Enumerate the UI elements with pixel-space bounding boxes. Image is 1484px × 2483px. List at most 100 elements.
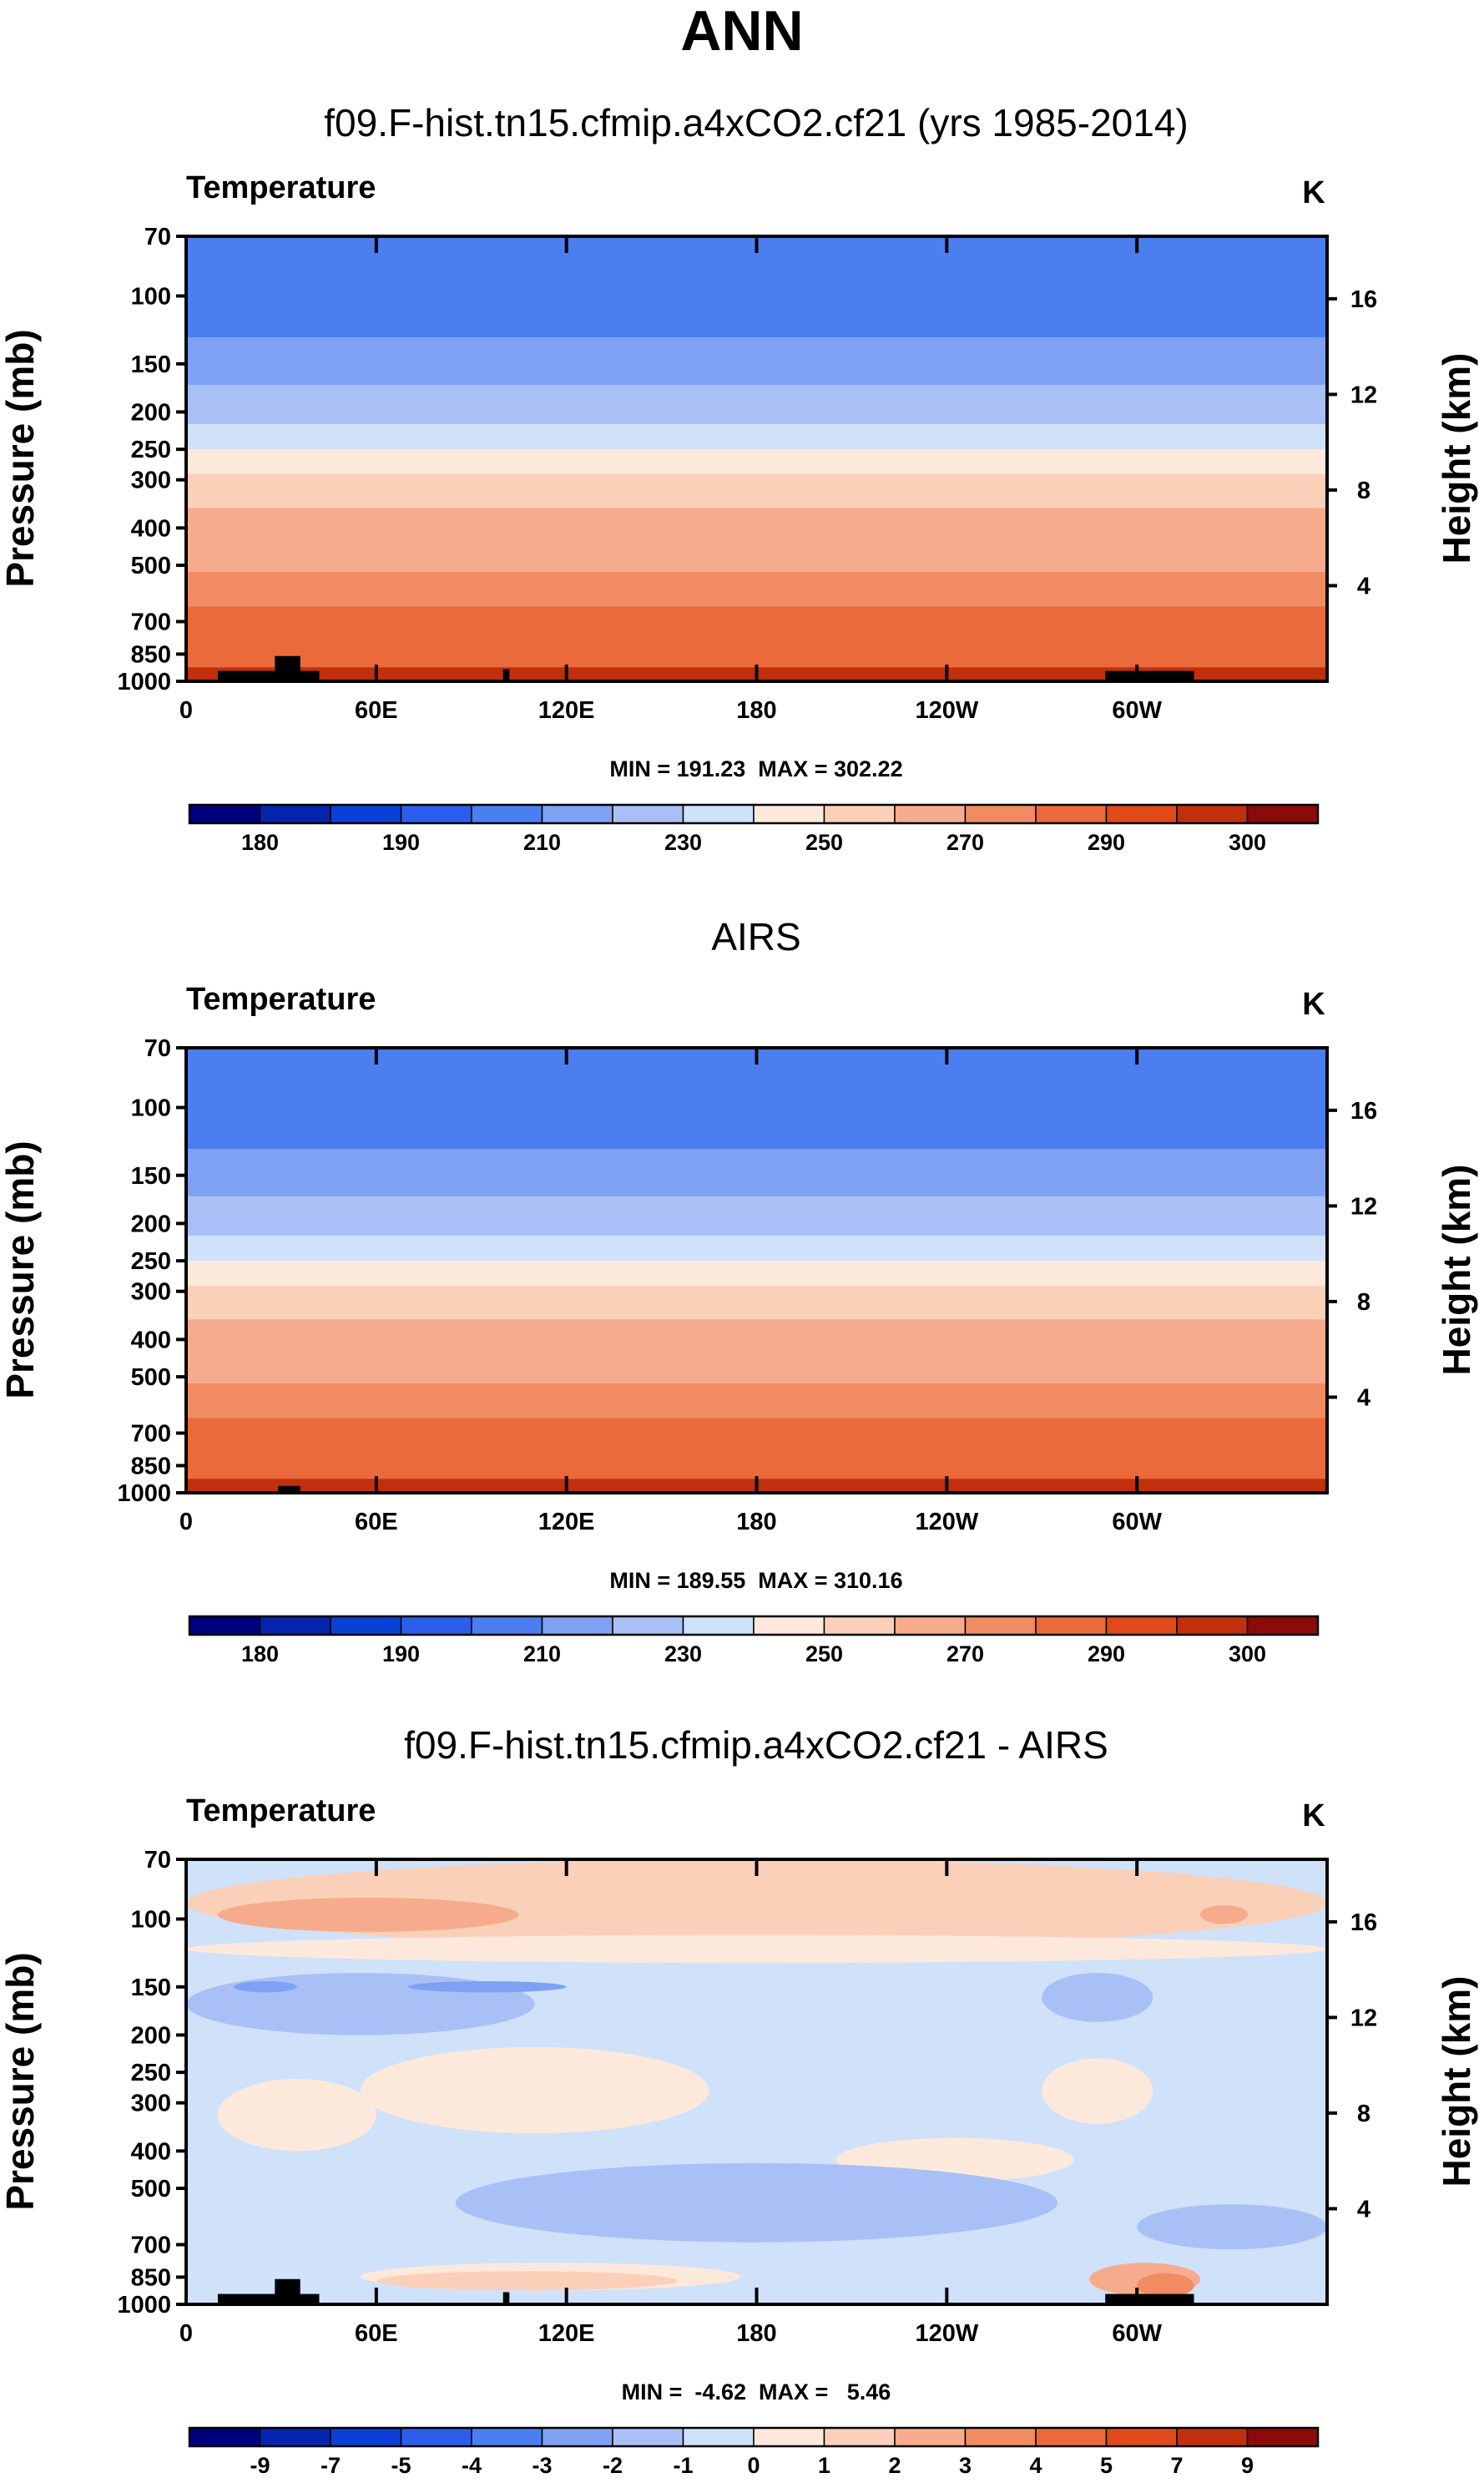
y-tick-label: 150 <box>131 1975 171 2001</box>
contour-field <box>186 1859 1327 2304</box>
y-tick-label-right: 4 <box>1357 573 1370 599</box>
y-tick-label-right: 12 <box>1350 2005 1377 2031</box>
y-tick-label-right: 8 <box>1357 1289 1370 1316</box>
contour-region <box>186 1934 1327 1964</box>
colorbar-swatch <box>471 1616 543 1636</box>
y-tick-label: 400 <box>131 1327 171 1353</box>
plot-area <box>184 1046 1329 1494</box>
colorbar-label: 190 <box>382 830 420 855</box>
y-tick-label: 70 <box>144 1035 171 1062</box>
colorbar-swatch <box>1105 1616 1178 1636</box>
colorbar-label: -3 <box>532 2453 552 2478</box>
colorbar-swatch <box>400 804 472 824</box>
contour-band <box>186 508 1327 541</box>
contour-field <box>186 1048 1327 1493</box>
contour-band <box>186 236 1327 338</box>
contour-band <box>186 1235 1327 1262</box>
y-tick-label: 70 <box>144 1847 171 1874</box>
colorbar-label: 270 <box>946 1641 984 1666</box>
colorbar-label: -4 <box>462 2453 482 2478</box>
colorbar-swatch <box>753 1616 825 1636</box>
contour-band <box>186 384 1327 425</box>
colorbar-swatch <box>400 2427 472 2447</box>
colorbar-label: 230 <box>664 830 702 855</box>
contour-band <box>186 1455 1327 1480</box>
y-axis-label-right: Height (km) <box>1435 1165 1478 1376</box>
colorbar: -9 -7 -5 -4 -3 -2 -1 0 1 2 3 4 5 7 9 <box>188 2426 1320 2478</box>
colorbar-swatch <box>1035 2427 1108 2447</box>
colorbar-swatch <box>682 804 755 824</box>
contour-region <box>376 2271 678 2291</box>
colorbar-swatch <box>1246 1616 1319 1636</box>
colorbar-label: 290 <box>1088 1641 1125 1666</box>
terrain-block <box>502 669 510 681</box>
colorbar-swatch <box>612 2427 684 2447</box>
contour-region <box>360 2046 709 2134</box>
y-tick-label: 500 <box>131 1364 171 1391</box>
y-tick-label: 300 <box>131 2091 171 2117</box>
x-tick-label: 120E <box>538 1509 595 1535</box>
colorbar-label: 3 <box>959 2453 972 2478</box>
x-tick-label: 0 <box>179 2320 193 2347</box>
plot-area <box>184 1858 1329 2306</box>
colorbar-swatch <box>189 1616 261 1636</box>
variable-label: Temperature <box>186 170 376 205</box>
x-tick-label: 120W <box>915 697 978 724</box>
colorbar-label: -7 <box>321 2453 341 2478</box>
colorbar-swatch <box>259 804 331 824</box>
y-tick-label: 1000 <box>117 2292 171 2319</box>
colorbar-label: -9 <box>250 2453 270 2478</box>
x-tick-label: 180 <box>736 697 776 724</box>
colorbar-label: 290 <box>1088 830 1125 855</box>
y-tick-label-right: 4 <box>1357 1384 1370 1411</box>
colorbar-swatch <box>1105 2427 1178 2447</box>
x-tick-label: 60E <box>355 697 398 724</box>
colorbar-swatch <box>682 1616 755 1636</box>
colorbar-label: -2 <box>603 2453 623 2478</box>
y-tick-label-right: 8 <box>1357 478 1370 504</box>
terrain-mask <box>217 655 1194 681</box>
y-tick-label: 850 <box>131 2264 171 2291</box>
terrain-block <box>502 2292 510 2304</box>
contour-region <box>455 2162 1058 2243</box>
x-tick-label: 60W <box>1112 2320 1162 2347</box>
contour-region <box>217 1897 519 1932</box>
colorbar-frame <box>188 1615 1320 1636</box>
colorbar-swatch <box>823 2427 896 2447</box>
contour-region <box>233 1980 297 1993</box>
y-tick-label: 150 <box>131 1163 171 1190</box>
contour-band <box>186 1196 1327 1236</box>
colorbar-swatch <box>330 2427 402 2447</box>
colorbar-swatch <box>823 1616 896 1636</box>
plot-area <box>184 235 1329 683</box>
y-tick-label: 150 <box>131 351 171 378</box>
x-tick-label: 60E <box>355 1509 398 1535</box>
colorbar-swatch <box>471 2427 543 2447</box>
colorbar-frame <box>188 2426 1320 2448</box>
colorbar-label: 4 <box>1029 2453 1042 2478</box>
colorbar-label: 0 <box>747 2453 760 2478</box>
contour-region <box>1137 2273 1194 2298</box>
y-tick-label-right: 4 <box>1357 2196 1370 2223</box>
colorbar-label: 1 <box>818 2453 830 2478</box>
y-tick-label: 400 <box>131 2138 171 2165</box>
colorbar-label: 2 <box>888 2453 901 2478</box>
colorbar-swatch <box>1246 804 1319 824</box>
colorbar: 180 190 210 230 250 270 290 300 <box>188 803 1320 855</box>
colorbar-swatch <box>330 804 402 824</box>
colorbar-swatch <box>894 1616 967 1636</box>
contour-region <box>1042 2058 1153 2124</box>
x-tick-label: 120W <box>915 1509 978 1535</box>
y-tick-label: 850 <box>131 1453 171 1479</box>
terrain-block <box>275 655 300 681</box>
units-label: K <box>1302 987 1325 1022</box>
y-tick-label: 700 <box>131 1421 171 1448</box>
colorbar-swatch <box>259 2427 331 2447</box>
contour-region <box>407 1980 567 1993</box>
colorbar-swatch <box>894 2427 967 2447</box>
colorbar-swatch <box>753 804 825 824</box>
axes: 0 60E 120E 180 120W 60W 70 100 150 200 250 300 400 50… <box>117 1035 1377 1535</box>
colorbar-label: 230 <box>664 1641 702 1666</box>
colorbar-label: 250 <box>805 830 843 855</box>
